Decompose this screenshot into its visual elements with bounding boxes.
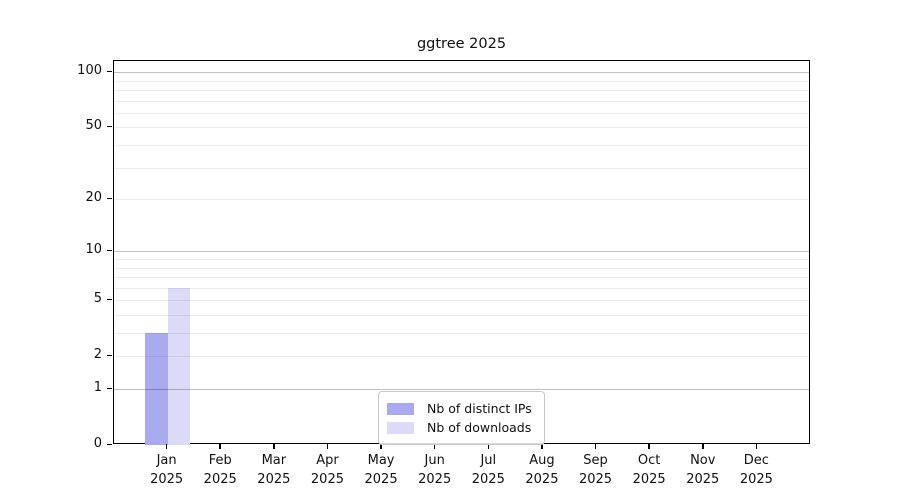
gridline-100 [114, 72, 809, 74]
x-tick-may [380, 444, 382, 449]
x-tick-apr [326, 444, 329, 449]
gridline-1 [114, 389, 809, 390]
legend-label-distinct-ips: Nb of distinct IPs [427, 401, 532, 416]
y-tick-label-50: 50 [85, 117, 102, 133]
gridline-2 [114, 356, 809, 358]
x-tick-jun [433, 444, 436, 449]
x-tick-label-oct: Oct 2025 [632, 453, 666, 487]
x-tick-nov [702, 444, 704, 449]
y-tick-5 [107, 298, 112, 301]
x-tick-label-may: May 2025 [364, 453, 398, 487]
x-tick-label-dec: Dec 2025 [739, 453, 773, 487]
x-tick-label-apr: Apr 2025 [310, 453, 344, 487]
gridline-7 [114, 277, 809, 279]
plot-area [113, 60, 810, 445]
gridline-40 [114, 145, 809, 146]
x-tick-dec [755, 444, 758, 449]
x-tick-label-mar: Mar 2025 [257, 453, 291, 487]
gridline-4 [114, 314, 809, 316]
x-tick-label-aug: Aug 2025 [525, 453, 559, 487]
x-tick-label-sep: Sep 2025 [578, 453, 613, 487]
distinct-ips-swatch [387, 402, 414, 415]
y-tick-label-100: 100 [77, 62, 102, 78]
gridline-80 [114, 90, 809, 91]
chart-title: ggtree 2025 [416, 36, 507, 52]
x-tick-label-feb: Feb 2025 [203, 453, 237, 487]
y-tick-label-0: 0 [93, 435, 102, 451]
gridline-50 [114, 127, 809, 129]
legend: Nb of distinct IPs Nb of downloads [378, 391, 545, 445]
x-tick-sep [594, 444, 597, 449]
y-tick-label-10: 10 [85, 241, 102, 257]
x-tick-label-jan: Jan 2025 [150, 453, 184, 487]
gridline-5 [114, 300, 809, 302]
x-tick-label-nov: Nov 2025 [686, 453, 720, 487]
bar-jan-downloads [167, 287, 191, 445]
x-tick-feb [219, 444, 221, 449]
bar-jan-distinct-ips [145, 333, 168, 445]
gridline-60 [114, 112, 809, 114]
y-tick-label-2: 2 [93, 346, 102, 362]
gridline-8 [114, 267, 809, 269]
legend-label-downloads: Nb of downloads [427, 420, 532, 435]
x-tick-aug [541, 444, 543, 449]
y-tick-label-5: 5 [93, 290, 102, 306]
y-tick-2 [107, 354, 112, 357]
y-tick-50 [107, 125, 112, 128]
y-tick-100 [107, 70, 112, 73]
y-tick-10 [107, 249, 112, 252]
x-tick-label-jul: Jul 2025 [471, 453, 505, 487]
x-tick-mar [273, 444, 275, 449]
gridline-9 [114, 258, 809, 260]
legend-item-downloads: Nb of downloads [387, 419, 532, 436]
y-tick-20 [107, 197, 112, 200]
x-tick-label-jun: Jun 2025 [418, 453, 452, 487]
gridline-3 [114, 333, 809, 334]
y-tick-0 [107, 443, 112, 445]
x-tick-jan [165, 444, 168, 449]
gridline-20 [114, 199, 809, 201]
y-tick-label-1: 1 [93, 379, 102, 395]
gridline-90 [114, 80, 809, 82]
x-tick-jul [487, 444, 490, 449]
gridline-6 [114, 287, 809, 289]
x-tick-oct [648, 444, 650, 449]
gridline-30 [114, 167, 809, 169]
y-tick-label-20: 20 [85, 189, 102, 205]
gridline-10 [114, 251, 809, 253]
legend-item-distinct-ips: Nb of distinct IPs [387, 400, 532, 417]
downloads-swatch [387, 421, 414, 434]
y-tick-1 [107, 387, 112, 389]
gridline-70 [114, 100, 809, 102]
